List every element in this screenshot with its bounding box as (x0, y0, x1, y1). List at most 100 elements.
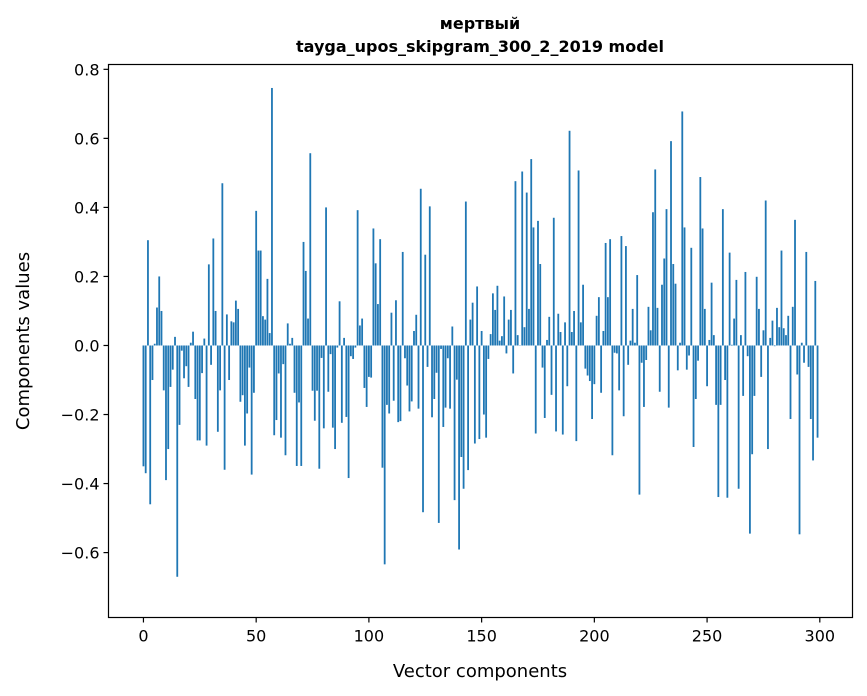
bar-component-198 (588, 345, 591, 382)
bar-component-265 (740, 335, 742, 346)
bar-component-128 (431, 345, 433, 418)
bar-component-203 (600, 345, 603, 393)
bar-component-87 (338, 301, 341, 346)
bar-component-261 (730, 344, 733, 346)
bar-component-189 (568, 130, 571, 346)
x-tick-label: 200 (579, 627, 610, 646)
bar-component-192 (575, 345, 578, 442)
bar-component-202 (597, 297, 600, 346)
bar-component-207 (609, 239, 612, 346)
bar-component-294 (805, 251, 808, 346)
bar-component-170 (525, 192, 528, 346)
bar-component-222 (643, 345, 645, 407)
bar-component-26 (201, 345, 203, 374)
bar-component-14 (174, 336, 176, 346)
bar-component-104 (377, 304, 379, 346)
bar-component-197 (586, 345, 589, 376)
bar-component-120 (413, 330, 415, 346)
bars-group (142, 87, 819, 577)
bar-component-264 (737, 345, 740, 489)
bar-component-29 (207, 264, 210, 346)
bar-component-117 (406, 345, 409, 386)
bar-component-206 (606, 297, 609, 346)
bar-component-269 (749, 345, 751, 534)
bar-component-98 (363, 345, 366, 388)
bar-component-169 (523, 327, 526, 346)
bar-component-146 (471, 302, 474, 346)
y-tick-label: −0.6 (61, 544, 100, 563)
bar-component-242 (688, 345, 690, 356)
bar-component-187 (564, 322, 566, 346)
bar-component-286 (787, 315, 790, 346)
bar-component-22 (192, 331, 194, 346)
bar-component-238 (679, 342, 681, 346)
bar-component-129 (433, 345, 436, 399)
bar-component-13 (171, 345, 174, 370)
bar-component-278 (769, 337, 772, 346)
bar-component-48 (250, 345, 253, 475)
bar-component-194 (579, 322, 582, 346)
bar-component-91 (347, 345, 350, 479)
bar-component-108 (386, 345, 388, 405)
bar-component-215 (627, 345, 630, 365)
bar-component-81 (325, 207, 327, 346)
bar-component-230 (661, 284, 663, 346)
bar-component-85 (334, 345, 336, 450)
bar-component-251 (708, 339, 711, 346)
bar-component-118 (408, 345, 411, 412)
bar-component-159 (501, 336, 503, 346)
bar-component-231 (663, 258, 666, 346)
bar-component-271 (753, 345, 756, 396)
bar-component-37 (225, 314, 228, 346)
bar-component-53 (262, 316, 264, 346)
bar-component-136 (449, 345, 451, 409)
bar-component-107 (383, 345, 386, 565)
bar-component-132 (440, 345, 442, 349)
bar-component-96 (358, 325, 361, 346)
bar-component-51 (257, 250, 260, 346)
bar-component-80 (322, 345, 325, 429)
bar-component-283 (780, 250, 783, 346)
bar-component-12 (169, 345, 172, 387)
bar-component-188 (566, 345, 569, 387)
bar-component-10 (165, 345, 167, 481)
bar-component-43 (239, 345, 242, 402)
bar-component-41 (234, 300, 237, 346)
bar-component-263 (735, 279, 738, 346)
bar-component-182 (552, 217, 555, 346)
bar-component-190 (570, 332, 573, 346)
bar-component-177 (541, 345, 544, 368)
bar-component-161 (505, 345, 508, 354)
bar-component-174 (534, 345, 537, 434)
bar-component-139 (455, 345, 458, 380)
bar-component-218 (634, 342, 636, 346)
bar-component-101 (370, 345, 373, 378)
bar-component-83 (329, 345, 332, 355)
bar-component-205 (604, 242, 607, 346)
bar-component-18 (183, 345, 185, 379)
bar-component-232 (665, 209, 668, 346)
bar-component-57 (271, 87, 273, 346)
bar-component-176 (539, 264, 542, 346)
bar-component-233 (667, 345, 670, 408)
bar-component-236 (674, 283, 677, 346)
bar-component-71 (302, 241, 305, 346)
plot-frame (107, 63, 854, 619)
bar-component-227 (654, 169, 657, 346)
bar-component-250 (706, 345, 708, 387)
bar-component-178 (543, 345, 546, 418)
bar-component-200 (593, 345, 596, 385)
bar-component-123 (419, 188, 422, 346)
bar-component-252 (710, 282, 713, 346)
bar-component-225 (649, 330, 652, 346)
bar-component-204 (602, 330, 605, 346)
bar-component-3 (149, 345, 152, 505)
bar-component-116 (404, 345, 406, 359)
bar-component-293 (803, 345, 805, 363)
bar-component-100 (368, 345, 370, 377)
bar-component-180 (548, 316, 551, 346)
bar-component-88 (340, 345, 343, 423)
bar-component-258 (724, 345, 727, 381)
bar-component-157 (496, 285, 499, 346)
bar-component-4 (151, 345, 154, 381)
